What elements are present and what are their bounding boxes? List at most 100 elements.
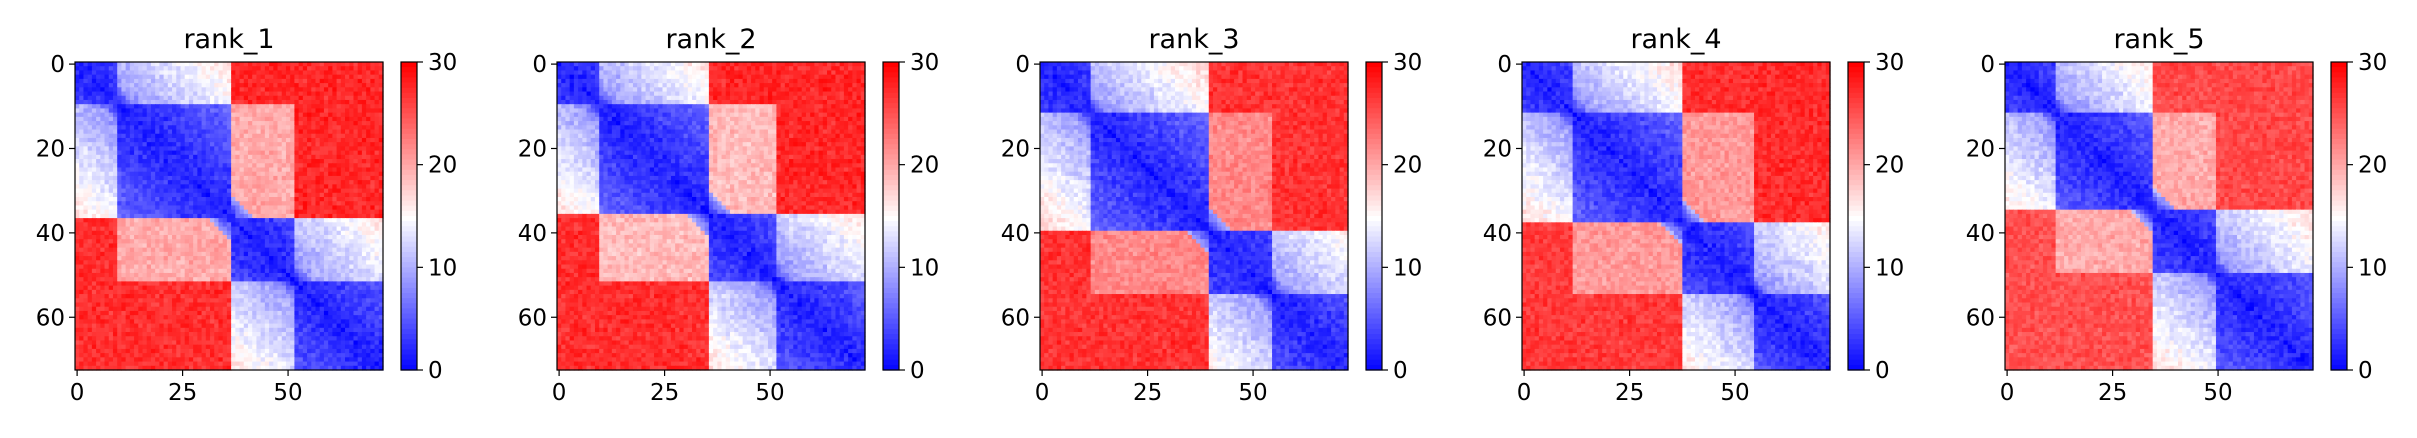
heatmap-cell [92,176,97,181]
heatmap-cell [159,62,164,67]
heatmap-cell [265,189,270,194]
heatmap-cell [126,125,131,130]
heatmap-cell [151,239,156,244]
heatmap-cell [109,256,114,261]
heatmap-cell [324,298,329,303]
heatmap-cell [151,79,156,84]
heatmap-cell [341,130,346,135]
heatmap-cell [269,294,274,299]
heatmap-cell [185,294,190,299]
heatmap-cell [370,260,375,265]
heatmap-cell [252,134,257,139]
heatmap-cell [240,87,245,92]
heatmap-cell [185,265,190,270]
heatmap-cell [147,307,152,312]
heatmap-cell [273,277,278,282]
heatmap-cell [159,307,164,312]
heatmap-cell [328,138,333,143]
heatmap-cell [164,286,169,291]
heatmap-cell [218,172,223,177]
heatmap-cell [240,121,245,126]
heatmap-cell [244,307,249,312]
heatmap-cell [299,79,304,84]
heatmap-cell [172,193,177,198]
heatmap-cell [168,130,173,135]
heatmap-cell [337,92,342,97]
heatmap-cell [75,294,80,299]
heatmap-cell [235,151,240,156]
heatmap-cell [320,252,325,257]
heatmap-cell [307,138,312,143]
heatmap-cell [202,290,207,295]
heatmap-cell [248,130,253,135]
heatmap-cell [286,201,291,206]
heatmap-cell [278,214,283,219]
heatmap-cell [130,265,135,270]
heatmap-cell [172,184,177,189]
heatmap-cell [155,96,160,101]
heatmap-cell [231,298,236,303]
heatmap-cell [83,298,88,303]
heatmap-cell [286,134,291,139]
heatmap-cell [324,83,329,88]
heatmap-cell [134,167,139,172]
heatmap-cell [286,83,291,88]
heatmap-cell [172,248,177,253]
heatmap-cell [231,121,236,126]
heatmap-cell [193,79,198,84]
heatmap-cell [79,70,84,75]
heatmap-cell [96,189,101,194]
heatmap-cell [100,290,105,295]
heatmap-cell [121,201,126,206]
heatmap-cell [307,172,312,177]
heatmap-cell [121,294,126,299]
heatmap-cell [121,298,126,303]
heatmap-cell [353,117,358,122]
heatmap-cell [117,66,122,71]
heatmap-cell [265,104,270,109]
heatmap-cell [197,298,202,303]
heatmap-cell [193,290,198,295]
heatmap-cell [159,92,164,97]
heatmap-cell [223,62,228,67]
heatmap-cell [105,172,110,177]
heatmap-cell [320,130,325,135]
heatmap-cell [180,286,185,291]
heatmap-cell [83,281,88,286]
heatmap-cell [151,134,156,139]
heatmap-cell [286,184,291,189]
heatmap-cell [256,290,261,295]
heatmap-cell [96,210,101,215]
heatmap-cell [290,146,295,151]
heatmap-cell [138,235,143,240]
heatmap-cell [159,248,164,253]
heatmap-cell [96,286,101,291]
heatmap-cell [189,66,194,71]
heatmap-cell [126,205,131,210]
heatmap-cell [75,134,80,139]
heatmap-cell [126,151,131,156]
heatmap-cell [307,75,312,80]
heatmap-cell [185,290,190,295]
heatmap-cell [193,218,198,223]
heatmap-cell [185,113,190,118]
heatmap-cell [159,167,164,172]
heatmap-cell [113,286,118,291]
heatmap-cell [193,294,198,299]
heatmap-cell [315,260,320,265]
heatmap-cell [244,197,249,202]
heatmap-cell [269,189,274,194]
heatmap-cell [328,83,333,88]
heatmap-cell [256,193,261,198]
heatmap-cell [332,307,337,312]
heatmap-cell [231,75,236,80]
heatmap-cell [353,265,358,270]
heatmap-cell [256,66,261,71]
heatmap-cell [176,121,181,126]
heatmap-cell [214,155,219,160]
heatmap-cell [185,205,190,210]
heatmap-cell [155,163,160,168]
heatmap-cell [202,117,207,122]
heatmap-cell [235,121,240,126]
heatmap-cell [109,298,114,303]
